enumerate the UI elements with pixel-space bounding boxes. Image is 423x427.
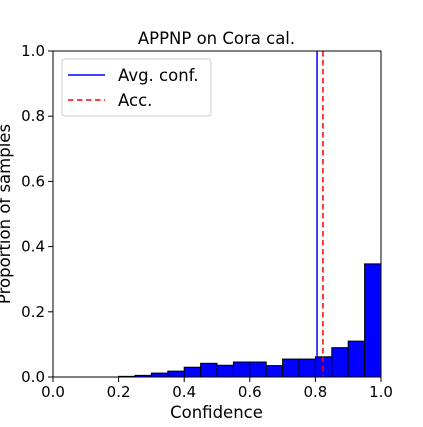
histogram-bar: [183, 366, 202, 378]
legend: Avg. conf. Acc.: [61, 58, 212, 117]
x-tick-label: 0.0: [41, 383, 65, 401]
legend-box: [61, 58, 212, 117]
y-tick-label: 0.8: [21, 107, 45, 125]
plot-frame: [52, 50, 382, 378]
histogram-bar: [347, 340, 366, 378]
y-tick-label: 0.4: [21, 238, 45, 256]
x-tick-label: 0.6: [238, 383, 262, 401]
x-tick-label: 1.0: [369, 383, 393, 401]
y-tick-label: 1.0: [21, 42, 45, 60]
x-tick-label: 0.8: [303, 383, 327, 401]
y-axis-label: Proportion of samples: [0, 124, 14, 304]
chart-title: APPNP on Cora cal.: [138, 29, 295, 48]
histogram-bar: [364, 263, 382, 378]
bars-layer: [118, 263, 382, 378]
reference-lines-layer: [316, 51, 324, 377]
legend-label: Acc.: [118, 91, 152, 110]
histogram-bar: [249, 361, 267, 378]
histogram-bar: [216, 364, 234, 378]
histogram-bar: [282, 358, 300, 378]
histogram-bar: [200, 362, 218, 378]
histogram-bar: [298, 358, 316, 378]
x-tick-label: 0.2: [107, 383, 131, 401]
histogram-bar: [167, 370, 185, 378]
x-tick-label: 0.4: [172, 383, 196, 401]
y-tick-label: 0.0: [21, 368, 45, 386]
histogram-bar: [232, 361, 251, 378]
histogram-bar: [265, 365, 284, 378]
axes-layer: 0.0 0.2 0.4 0.6 0.8 1.0 0.0 0.2 0.4 0.6 0.8 1.0: [21, 42, 393, 401]
histogram-bar: [331, 347, 349, 378]
y-tick-label: 0.2: [21, 303, 45, 321]
x-axis-label: Confidence: [170, 403, 263, 422]
histogram-bar: [150, 372, 169, 378]
y-tick-label: 0.6: [21, 172, 45, 190]
legend-label: Avg. conf.: [118, 66, 199, 85]
